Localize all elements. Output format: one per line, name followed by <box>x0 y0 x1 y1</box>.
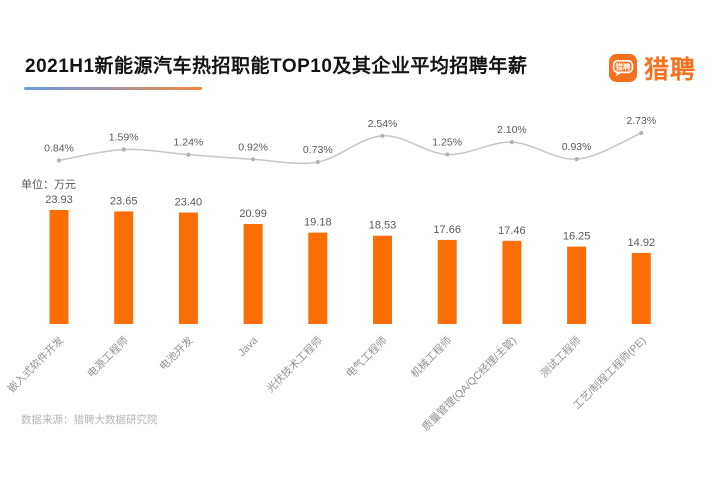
unit-label: 单位：万元 <box>21 179 76 191</box>
liepin-logo: 猎聘 猎聘 <box>608 50 696 86</box>
trend-dot <box>315 159 320 165</box>
percent-label: 2.10% <box>497 124 527 136</box>
bar <box>308 232 328 324</box>
trend-line <box>58 132 642 165</box>
x-axis-label: Java <box>236 335 260 359</box>
x-axis-label: 光伏技术工程师 <box>264 334 325 395</box>
x-axis-label: 电气工程师 <box>343 334 389 380</box>
trend-dot <box>121 147 126 152</box>
bar-value-label: 14.92 <box>628 237 656 249</box>
x-axis-label: 电源工程师 <box>85 334 131 380</box>
bar <box>49 210 69 324</box>
percent-label: 1.59% <box>109 132 139 144</box>
bar-value-label: 19.18 <box>304 217 332 229</box>
percent-label: 1.25% <box>432 137 462 149</box>
trend-dot <box>56 158 62 163</box>
x-axis-label: 工艺/制程工程师(PE) <box>570 334 648 412</box>
title-underline <box>24 87 202 90</box>
page-title: 2021H1新能源汽车热招职能TOP10及其企业平均招聘年薪 <box>25 56 528 77</box>
bar-value-label: 23.65 <box>110 195 138 207</box>
bar <box>373 235 392 324</box>
liepin-logo-icon: 猎聘 <box>608 54 637 82</box>
percent-label: 0.84% <box>44 142 74 154</box>
bar <box>631 252 651 324</box>
bar-value-label: 23.93 <box>45 194 73 206</box>
x-axis-label: 测试工程师 <box>537 334 583 380</box>
bar-value-label: 17.66 <box>433 224 461 236</box>
percent-label: 2.54% <box>368 118 398 130</box>
bar <box>502 240 522 324</box>
logo-icon-text: 猎聘 <box>615 62 630 72</box>
trend-dot <box>251 157 256 162</box>
bar <box>243 224 263 324</box>
trend-dot <box>186 152 191 157</box>
bar-value-label: 17.46 <box>498 225 526 237</box>
trend-dot <box>509 140 514 145</box>
percent-label: 2.73% <box>626 115 656 127</box>
bar <box>178 212 198 324</box>
percent-label: 1.24% <box>174 137 204 149</box>
bar-value-label: 20.99 <box>239 208 267 220</box>
percent-label: 0.93% <box>562 141 592 153</box>
trend-dot <box>574 157 579 162</box>
data-source-label: 数据来源：猎聘大数据研究院 <box>21 414 158 426</box>
bar <box>114 211 134 324</box>
x-axis-label: 嵌入式软件开发 <box>5 334 67 396</box>
liepin-logo-text: 猎聘 <box>643 56 696 84</box>
trend-dot <box>639 130 644 136</box>
bar <box>437 239 457 324</box>
bar <box>567 246 587 324</box>
trend-dot <box>445 152 450 157</box>
bar-value-label: 23.40 <box>175 197 203 209</box>
x-axis-label: 电池开发 <box>157 334 196 373</box>
trend-dot <box>380 133 385 138</box>
bar-value-label: 16.25 <box>563 231 591 243</box>
percent-label: 0.73% <box>303 144 333 156</box>
percent-label: 0.92% <box>238 141 268 153</box>
bar-value-label: 18.53 <box>369 220 397 232</box>
x-axis-label: 机械工程师 <box>408 334 454 380</box>
speech-bubble-tail <box>615 71 622 77</box>
